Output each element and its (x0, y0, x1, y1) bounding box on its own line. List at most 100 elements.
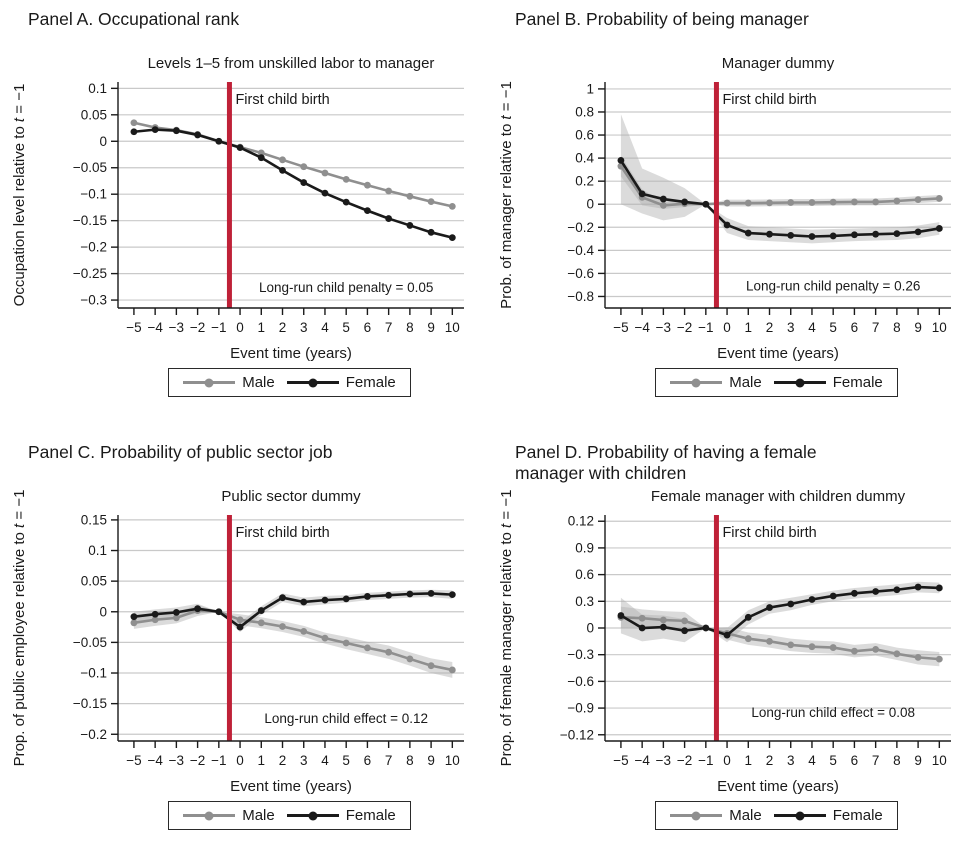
female-marker (914, 583, 922, 591)
female-marker (151, 610, 159, 618)
x-tick-label: 9 (914, 753, 922, 768)
female-marker (829, 592, 837, 600)
male-marker (364, 181, 371, 189)
male-marker (342, 639, 350, 647)
female-marker-icon (308, 811, 318, 820)
event-study-chart-d: Female manager with children dummy First … (498, 488, 951, 795)
x-tick-label: 7 (872, 320, 880, 335)
female-marker (364, 593, 371, 600)
female-marker (130, 613, 138, 621)
x-tick-label: 5 (829, 753, 837, 768)
x-tick-label: 8 (406, 320, 414, 335)
x-tick-label: 10 (445, 320, 460, 335)
male-line (619, 165, 940, 207)
female-marker (681, 198, 689, 206)
longrun-annotation: Long-run child effect = 0.12 (264, 711, 428, 726)
male-marker (681, 617, 689, 625)
male-marker (851, 198, 858, 206)
y-tick-label: 0.05 (81, 574, 107, 589)
male-marker (808, 199, 816, 206)
male-marker-icon (204, 378, 214, 387)
female-marker (342, 198, 350, 206)
female-marker (385, 215, 393, 222)
x-tick-label: 8 (893, 753, 901, 768)
male-marker (279, 156, 286, 164)
female-marker (872, 588, 880, 595)
male-marker (448, 666, 456, 674)
x-tick-label: −4 (634, 753, 650, 768)
male-marker (385, 648, 393, 656)
x-tick-label: 3 (300, 320, 308, 335)
y-tick-label: 0.8 (575, 104, 594, 119)
female-line (133, 592, 453, 629)
y-tick-label: 0.1 (88, 81, 107, 96)
male-marker (406, 192, 414, 200)
male-marker (744, 635, 752, 643)
panel-title: Panel B. Probability of being manager (515, 9, 809, 29)
female-line (620, 585, 940, 637)
y-tick-label: 0.12 (568, 514, 594, 529)
female-marker (893, 586, 901, 594)
female-marker (914, 228, 922, 236)
x-tick-label: 2 (766, 320, 774, 335)
x-axis-label: Event time (years) (230, 778, 352, 795)
x-tick-label: 10 (445, 753, 460, 768)
y-tick-label: −0.25 (73, 266, 107, 281)
x-tick-label: 4 (321, 320, 329, 335)
female-marker (321, 189, 329, 197)
male-line-swatch (670, 378, 723, 387)
x-tick-label: 1 (745, 753, 753, 768)
x-tick-label: 3 (787, 753, 795, 768)
female-marker (364, 207, 371, 215)
x-tick-label: −5 (613, 320, 628, 335)
female-marker (406, 222, 414, 229)
legend-item-male: Male (183, 374, 275, 391)
longrun-annotation: Long-run child effect = 0.08 (751, 705, 915, 720)
y-tick-label: −0.4 (567, 243, 594, 258)
x-tick-label: 5 (342, 320, 350, 335)
male-marker (406, 655, 414, 663)
x-tick-label: 2 (279, 753, 287, 768)
female-marker-icon (308, 378, 318, 387)
x-tick-label: 9 (427, 753, 435, 768)
male-marker (427, 662, 435, 670)
x-tick-label: 0 (723, 320, 731, 335)
legend-item-female: Female (286, 374, 396, 391)
male-marker (787, 641, 795, 649)
y-axis-label: Prop. of public employee relative to t =… (11, 490, 28, 767)
event-line-label: First child birth (722, 525, 816, 541)
legend-item-female: Female (286, 807, 396, 824)
male-marker (321, 169, 329, 177)
chart-subtitle: Public sector dummy (221, 488, 361, 505)
x-tick-label: 9 (914, 320, 922, 335)
female-marker (172, 608, 180, 616)
female-marker (638, 190, 646, 198)
longrun-annotation: Long-run child penalty = 0.05 (259, 280, 434, 295)
female-marker (427, 228, 435, 236)
x-tick-label: 3 (787, 320, 795, 335)
male-marker (872, 645, 880, 653)
female-marker (194, 605, 202, 613)
x-tick-label: 8 (893, 320, 901, 335)
male-marker (130, 619, 138, 627)
y-tick-label: 0 (586, 197, 594, 212)
x-tick-label: −2 (190, 320, 205, 335)
legend-item-male: Male (183, 807, 275, 824)
y-tick-label: −0.8 (567, 289, 594, 304)
male-marker (236, 616, 244, 624)
legend-label-female: Female (832, 374, 883, 391)
panel-b: Panel B. Probability of being manager Ma… (487, 0, 974, 433)
male-marker (659, 201, 667, 209)
legend-label-male: Male (242, 374, 275, 391)
x-tick-label: 2 (766, 753, 774, 768)
male-marker-icon (691, 378, 701, 387)
x-tick-label: −5 (126, 320, 141, 335)
y-tick-label: −0.05 (73, 160, 107, 175)
male-marker (829, 644, 837, 651)
x-axis-label: Event time (years) (717, 778, 839, 795)
legend-row: Male Female (46, 801, 487, 830)
male-marker (914, 653, 922, 661)
y-tick-label: −0.9 (567, 701, 594, 716)
y-tick-label: −0.1 (80, 187, 107, 202)
y-tick-label: 0.2 (575, 174, 594, 189)
